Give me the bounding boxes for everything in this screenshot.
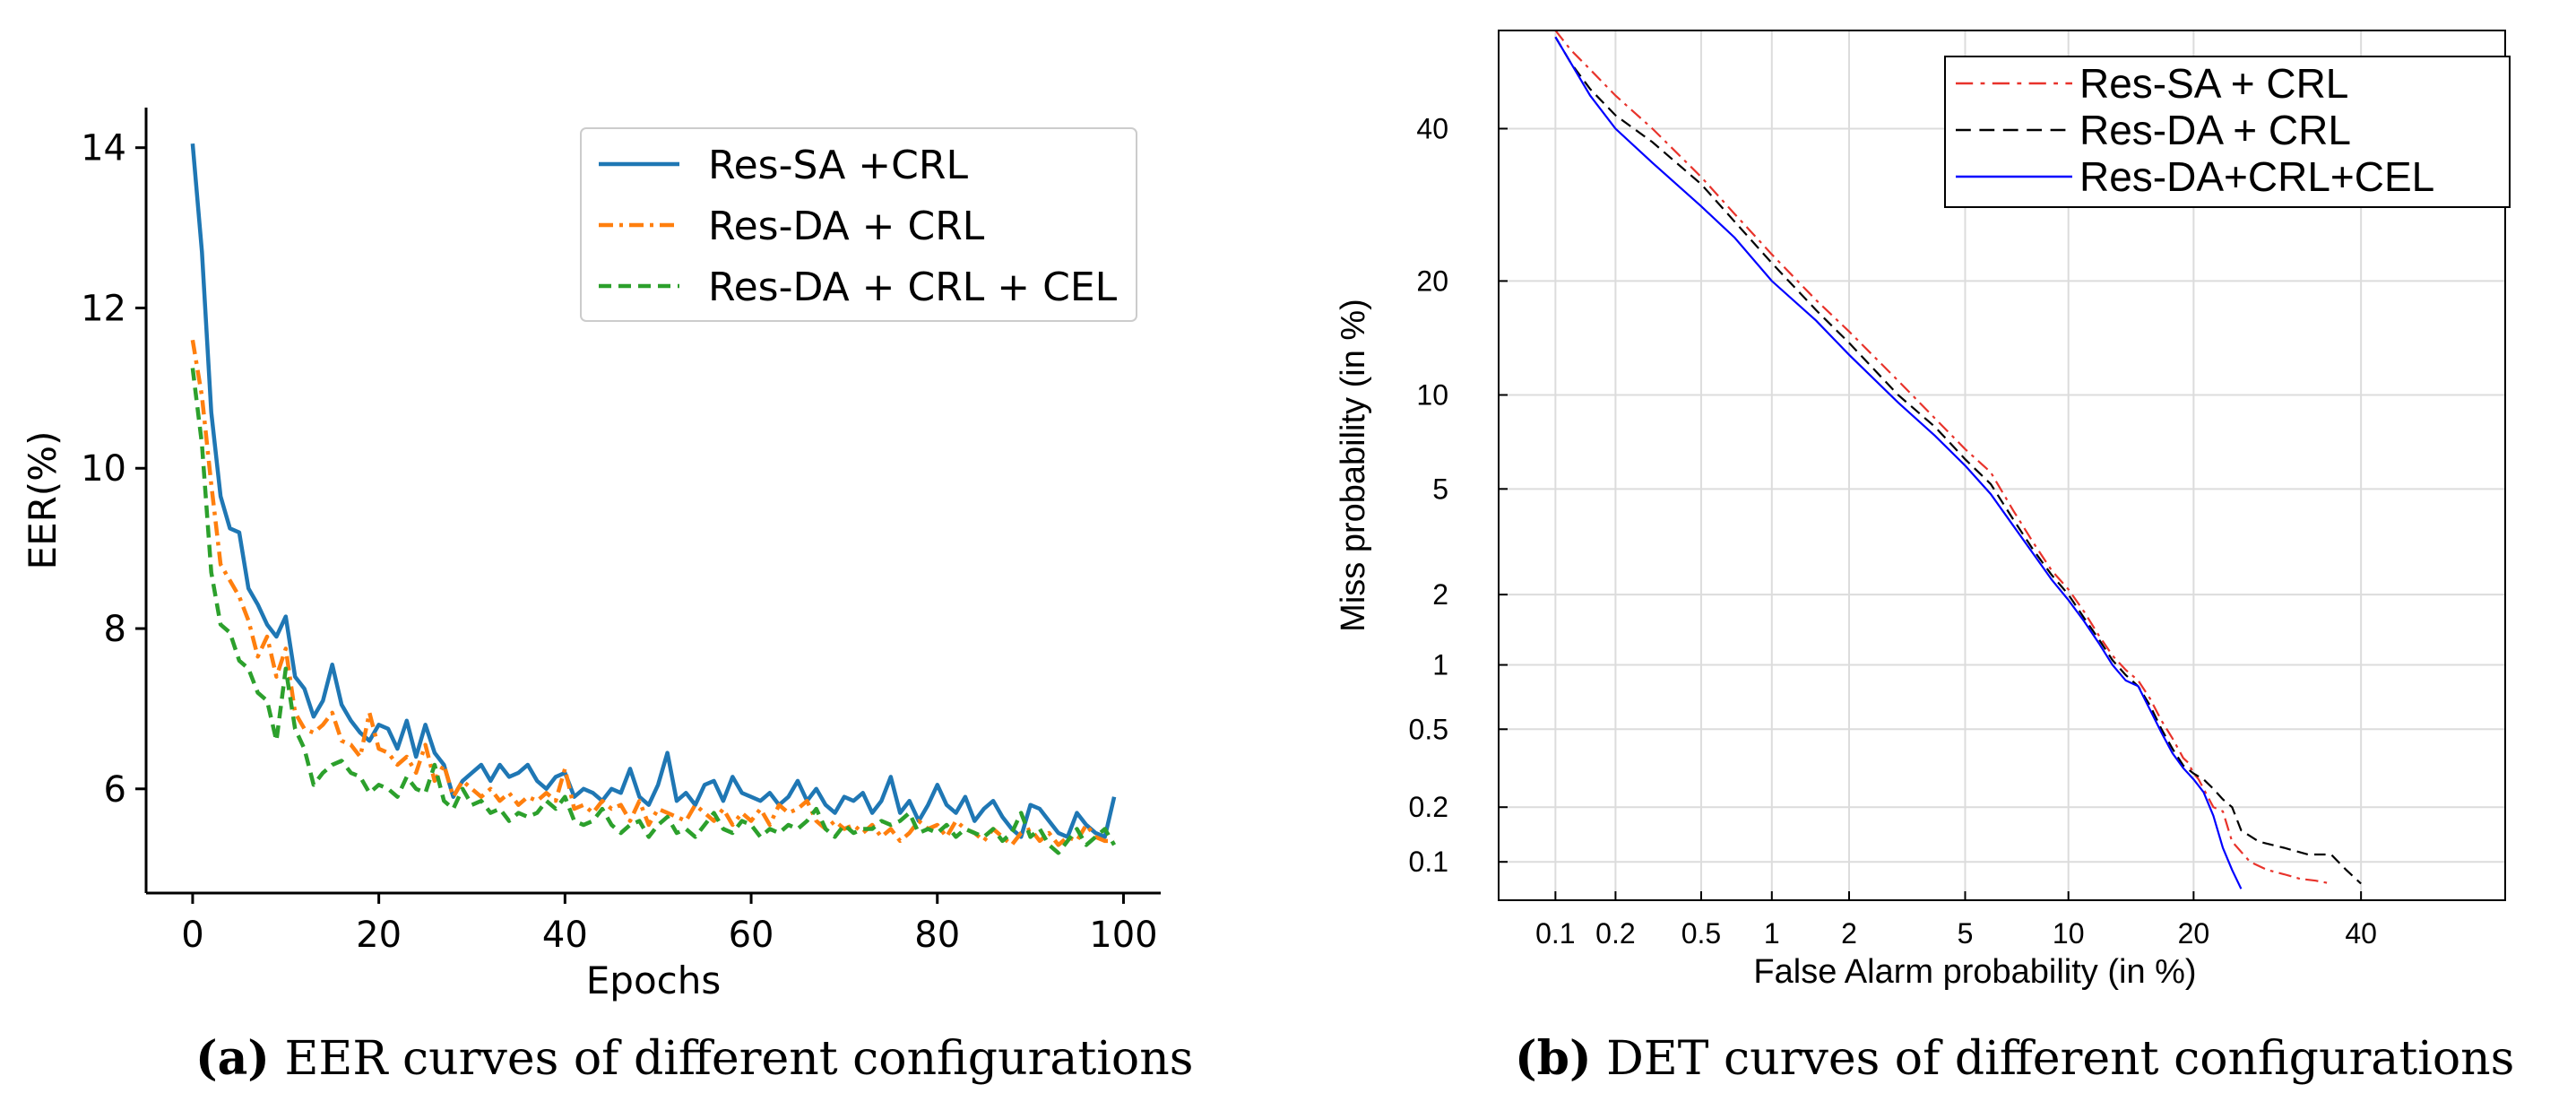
eer-axes: 0 20 40 60 80 100 6 8 10 12 14 Epochs EER(%): [21, 108, 1161, 1002]
det-axes: 0.1 0.2 0.5 1 2 5 10 20 40 0.1 0.2 0.5 1 2 5 10 20 40 Fals…: [1335, 30, 2506, 991]
eer-line-res-da-crl: [190, 339, 1115, 847]
det-line-res-da-crl-cel: [1554, 36, 2243, 889]
eer-line-res-da-crl-cel: [190, 368, 1117, 855]
eer-x-tick-label: 20: [356, 915, 402, 956]
det-x-tick-label: 10: [2053, 917, 2085, 950]
eer-y-tick-label: 6: [104, 769, 126, 811]
caption-a-text: EER curves of different configurations: [284, 1032, 1194, 1086]
det-y-tick-label: 0.1: [1409, 846, 1448, 878]
eer-x-tick-label: 100: [1089, 915, 1157, 956]
eer-legend-box: [580, 127, 1137, 322]
det-x-tick-label: 40: [2345, 917, 2377, 950]
caption-a-label: (a): [195, 1031, 270, 1086]
eer-x-tick-label: 40: [542, 915, 588, 956]
det-chart: 0.1 0.2 0.5 1 2 5 10 20 40 0.1 0.2 0.5 1 2 5 10 20 40 Fals…: [1335, 30, 2511, 991]
det-y-tick-label: 40: [1416, 112, 1448, 144]
det-x-axis-title: False Alarm probability (in %): [1753, 953, 2196, 991]
eer-series-lines: [190, 143, 1117, 855]
eer-x-tick-label: 80: [914, 915, 960, 956]
det-y-tick-label: 0.2: [1409, 791, 1448, 823]
det-legend-label-res-da-crl: Res-DA + CRL: [2079, 107, 2351, 153]
det-x-tick-label: 20: [2178, 917, 2210, 950]
det-x-tick-label: 1: [1764, 917, 1780, 950]
eer-x-axis-title: Epochs: [586, 959, 722, 1002]
eer-line-res-sa-crl: [190, 143, 1117, 839]
det-y-tick-label: 5: [1432, 473, 1448, 505]
det-x-tick-label: 0.5: [1681, 917, 1721, 950]
eer-y-tick-label: 14: [81, 128, 126, 169]
caption-b-label: (b): [1515, 1031, 1592, 1086]
det-y-tick-label: 20: [1416, 265, 1448, 297]
det-legend-label-res-da-crl-cel: Res-DA+CRL+CEL: [2079, 153, 2434, 200]
det-y-tick-label: 1: [1432, 649, 1448, 681]
det-axes-frame: [1498, 30, 2506, 901]
det-y-tick-label: 0.5: [1409, 713, 1448, 745]
det-x-tick-label: 0.2: [1595, 917, 1635, 950]
eer-x-tick-label: 60: [729, 915, 774, 956]
eer-legend-label-res-da-crl-cel: Res-DA + CRL + CEL: [708, 265, 1118, 310]
eer-y-tick-label: 12: [81, 288, 126, 329]
det-line-res-da-crl: [1554, 36, 2362, 885]
det-x-tick-label: 5: [1958, 917, 1974, 950]
eer-y-axis-title: EER(%): [21, 431, 65, 570]
det-series-lines: [1554, 30, 2362, 889]
det-legend-label-res-sa-crl: Res-SA + CRL: [2079, 60, 2348, 107]
eer-legend-label-res-sa-crl: Res-SA +CRL: [708, 143, 968, 188]
det-line-res-sa-crl: [1554, 30, 2332, 885]
caption-b-text: DET curves of different configurations: [1606, 1032, 2515, 1086]
det-y-tick-label: 10: [1416, 378, 1448, 411]
eer-y-tick-label: 10: [81, 448, 126, 490]
eer-legend: Res-SA +CRL Res-DA + CRL Res-DA + CRL + CE…: [580, 127, 1137, 322]
eer-y-tick-label: 8: [104, 609, 126, 650]
det-legend-box: [1944, 56, 2511, 208]
det-x-tick-label: 2: [1841, 917, 1857, 950]
det-y-axis-title: Miss probability (in %): [1335, 299, 1372, 632]
eer-x-tick-label: 0: [181, 915, 203, 956]
eer-legend-label-res-da-crl: Res-DA + CRL: [708, 204, 985, 249]
caption-a: (a) EER curves of different configuratio…: [195, 1031, 1193, 1086]
eer-chart: 0 20 40 60 80 100 6 8 10 12 14 Epochs EER(%) Res-SA …: [21, 108, 1161, 1002]
det-y-tick-label: 2: [1432, 578, 1448, 611]
caption-b: (b) DET curves of different configuratio…: [1515, 1031, 2514, 1086]
det-x-tick-label: 0.1: [1535, 917, 1575, 950]
